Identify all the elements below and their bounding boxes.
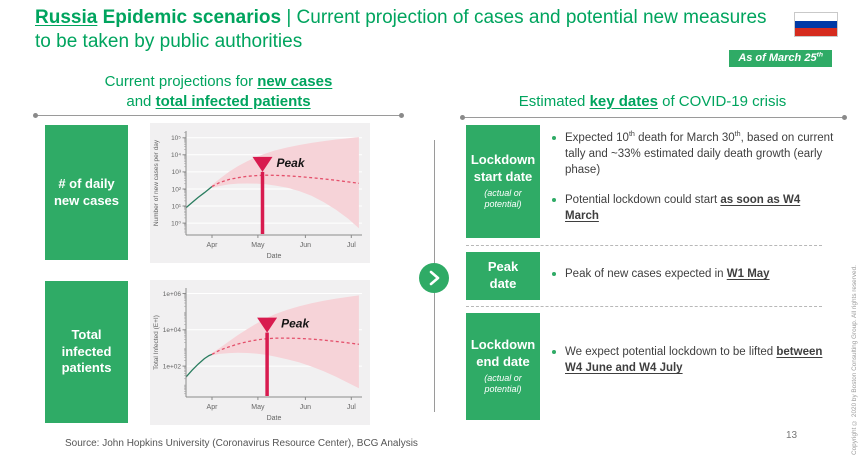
bullet-item: Peak of new cases expected in W1 May (548, 266, 834, 282)
svg-text:10²: 10² (172, 186, 182, 193)
lockdown-start-date-subtitle: (actual or potential) (484, 188, 522, 210)
total-infected-label: Total infected patients (61, 326, 112, 376)
svg-text:Apr: Apr (207, 404, 219, 411)
svg-text:1e+06: 1e+06 (163, 291, 182, 298)
copyright-notice: Copyright © 2020 by Boston Consulting Gr… (851, 265, 858, 455)
left-section-divider (33, 113, 404, 118)
peak-date-box: Peak date (466, 252, 540, 300)
slide-title: Russia Epidemic scenarios | Current proj… (35, 7, 767, 52)
flag-stripe-blue (795, 20, 837, 29)
row-separator (466, 306, 822, 307)
daily-new-cases-label: # of daily new cases (53, 175, 120, 208)
svg-text:Date: Date (267, 253, 282, 260)
lockdown-start-date-title: Lockdown start date (470, 152, 536, 185)
svg-text:May: May (251, 404, 265, 411)
daily-new-cases-chart: 10⁵ 10⁴ 10³ 10² 10¹ 10⁰ Apr May Jun Jul Date Number… (150, 123, 370, 263)
svg-text:Jul: Jul (347, 242, 356, 249)
svg-text:May: May (251, 242, 265, 249)
right-section-divider (460, 115, 847, 120)
source-note: Source: John Hopkins University (Coronav… (65, 438, 418, 449)
daily-new-cases-label-box: # of daily new cases (45, 125, 128, 260)
total-infected-chart: 1e+06 1e+04 1e+02 Apr May Jun Jul Date Total Inf… (150, 280, 370, 425)
lockdown-end-date-title: Lockdown end date (470, 337, 536, 370)
peak-date-title: Peak date (487, 259, 519, 291)
svg-text:Jun: Jun (300, 242, 311, 249)
bullet-item: We expect potential lockdown to be lifte… (548, 344, 834, 376)
svg-text:Jul: Jul (347, 404, 356, 411)
svg-text:Total Infected (E+I): Total Infected (E+I) (153, 315, 160, 370)
lockdown-end-date-box: Lockdown end date (actual or potential) (466, 313, 540, 420)
chevron-right-icon (419, 263, 449, 293)
as-of-date-badge: As of March 25th (729, 50, 832, 67)
bullet-item: Expected 10th death for March 30th, base… (548, 130, 834, 178)
svg-text:Peak: Peak (277, 156, 306, 170)
svg-text:1e+04: 1e+04 (163, 327, 182, 334)
flag-stripe-white (795, 13, 837, 21)
left-section-header: Current projections for new cases and tot… (104, 73, 333, 111)
svg-text:10³: 10³ (172, 169, 182, 176)
bullet-item: Potential lockdown could start as soon a… (548, 192, 834, 224)
chevron-glyph (429, 270, 440, 286)
svg-text:Peak: Peak (281, 317, 310, 331)
svg-text:10⁰: 10⁰ (171, 220, 181, 227)
svg-text:10¹: 10¹ (172, 203, 182, 210)
lockdown-end-bullets: We expect potential lockdown to be lifte… (548, 344, 834, 390)
lockdown-start-date-box: Lockdown start date (actual or potential… (466, 125, 540, 238)
russia-flag-icon (794, 12, 838, 37)
total-infected-label-box: Total infected patients (45, 281, 128, 423)
svg-text:1e+02: 1e+02 (163, 363, 182, 370)
svg-text:Jun: Jun (300, 404, 311, 411)
svg-text:Apr: Apr (207, 242, 219, 249)
lockdown-start-bullets: Expected 10th death for March 30th, base… (548, 130, 834, 238)
svg-text:Date: Date (267, 415, 282, 422)
svg-text:Number of new cases per day: Number of new cases per day (153, 139, 160, 226)
row-separator (466, 245, 822, 246)
svg-text:10⁵: 10⁵ (171, 135, 181, 142)
lockdown-end-date-subtitle: (actual or potential) (484, 373, 522, 395)
peak-date-bullets: Peak of new cases expected in W1 May (548, 266, 834, 296)
page-number: 13 (786, 430, 798, 441)
svg-text:10⁴: 10⁴ (171, 152, 181, 159)
flag-stripe-red (795, 28, 837, 37)
right-section-header: Estimated key dates of COVID-19 crisis (518, 93, 787, 110)
